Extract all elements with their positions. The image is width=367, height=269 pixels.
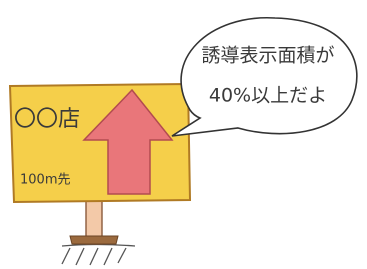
speech-bubble [172, 18, 357, 136]
page: 〇〇店 100m先 誘導表示面積が 40%以上だよ (() => { const… [0, 0, 367, 269]
speech-line: 誘導表示面積が [201, 45, 334, 67]
ground [62, 245, 135, 266]
store-name: 〇〇店 [14, 107, 80, 132]
illustration: 〇〇店 100m先 誘導表示面積が 40%以上だよ [0, 0, 367, 269]
post-base [70, 236, 118, 244]
distance: 100m先 [20, 173, 70, 188]
speech-line: 40%以上だよ [209, 85, 327, 107]
